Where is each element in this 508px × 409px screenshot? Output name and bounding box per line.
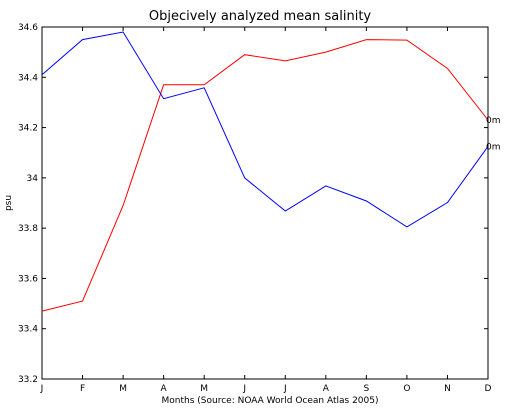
x-tick-label: F	[80, 384, 85, 394]
x-tick-label: A	[161, 384, 168, 394]
x-tick-label: O	[403, 384, 410, 394]
plot-area	[41, 26, 489, 380]
series-group: 0m 0m	[41, 31, 501, 312]
series-line-1	[41, 31, 489, 228]
y-tick-label: 34.6	[18, 23, 38, 33]
x-tick-label: J	[283, 384, 287, 394]
chart-title: Objecively analyzed mean salinity	[149, 9, 372, 24]
x-axis-label: Months (Source: NOAA World Ocean Atlas 2…	[162, 396, 379, 406]
x-tick-label: A	[323, 384, 330, 394]
y-axis: 33.2 33.4 33.6 33.8 34 34.2 34.4 34.6	[18, 23, 488, 385]
y-axis-label: psu	[4, 195, 14, 211]
x-tick-label: D	[485, 384, 492, 394]
y-tick-label: 34	[27, 174, 39, 184]
series-line-0	[41, 39, 489, 312]
x-tick-label: J	[242, 384, 246, 394]
series-end-label-0: 0m	[486, 116, 501, 126]
x-tick-label: S	[364, 384, 370, 394]
x-tick-label: N	[444, 384, 451, 394]
series-end-label-1: 0m	[486, 142, 501, 152]
y-tick-label: 34.2	[18, 124, 38, 134]
x-tick-label: J	[40, 384, 44, 394]
y-tick-label: 33.8	[18, 224, 38, 234]
y-tick-label: 33.4	[18, 325, 38, 335]
y-tick-label: 33.6	[18, 274, 38, 284]
x-tick-label: M	[200, 384, 208, 394]
y-tick-label: 33.2	[18, 375, 38, 385]
y-tick-label: 34.4	[18, 73, 38, 83]
x-tick-label: M	[119, 384, 127, 394]
